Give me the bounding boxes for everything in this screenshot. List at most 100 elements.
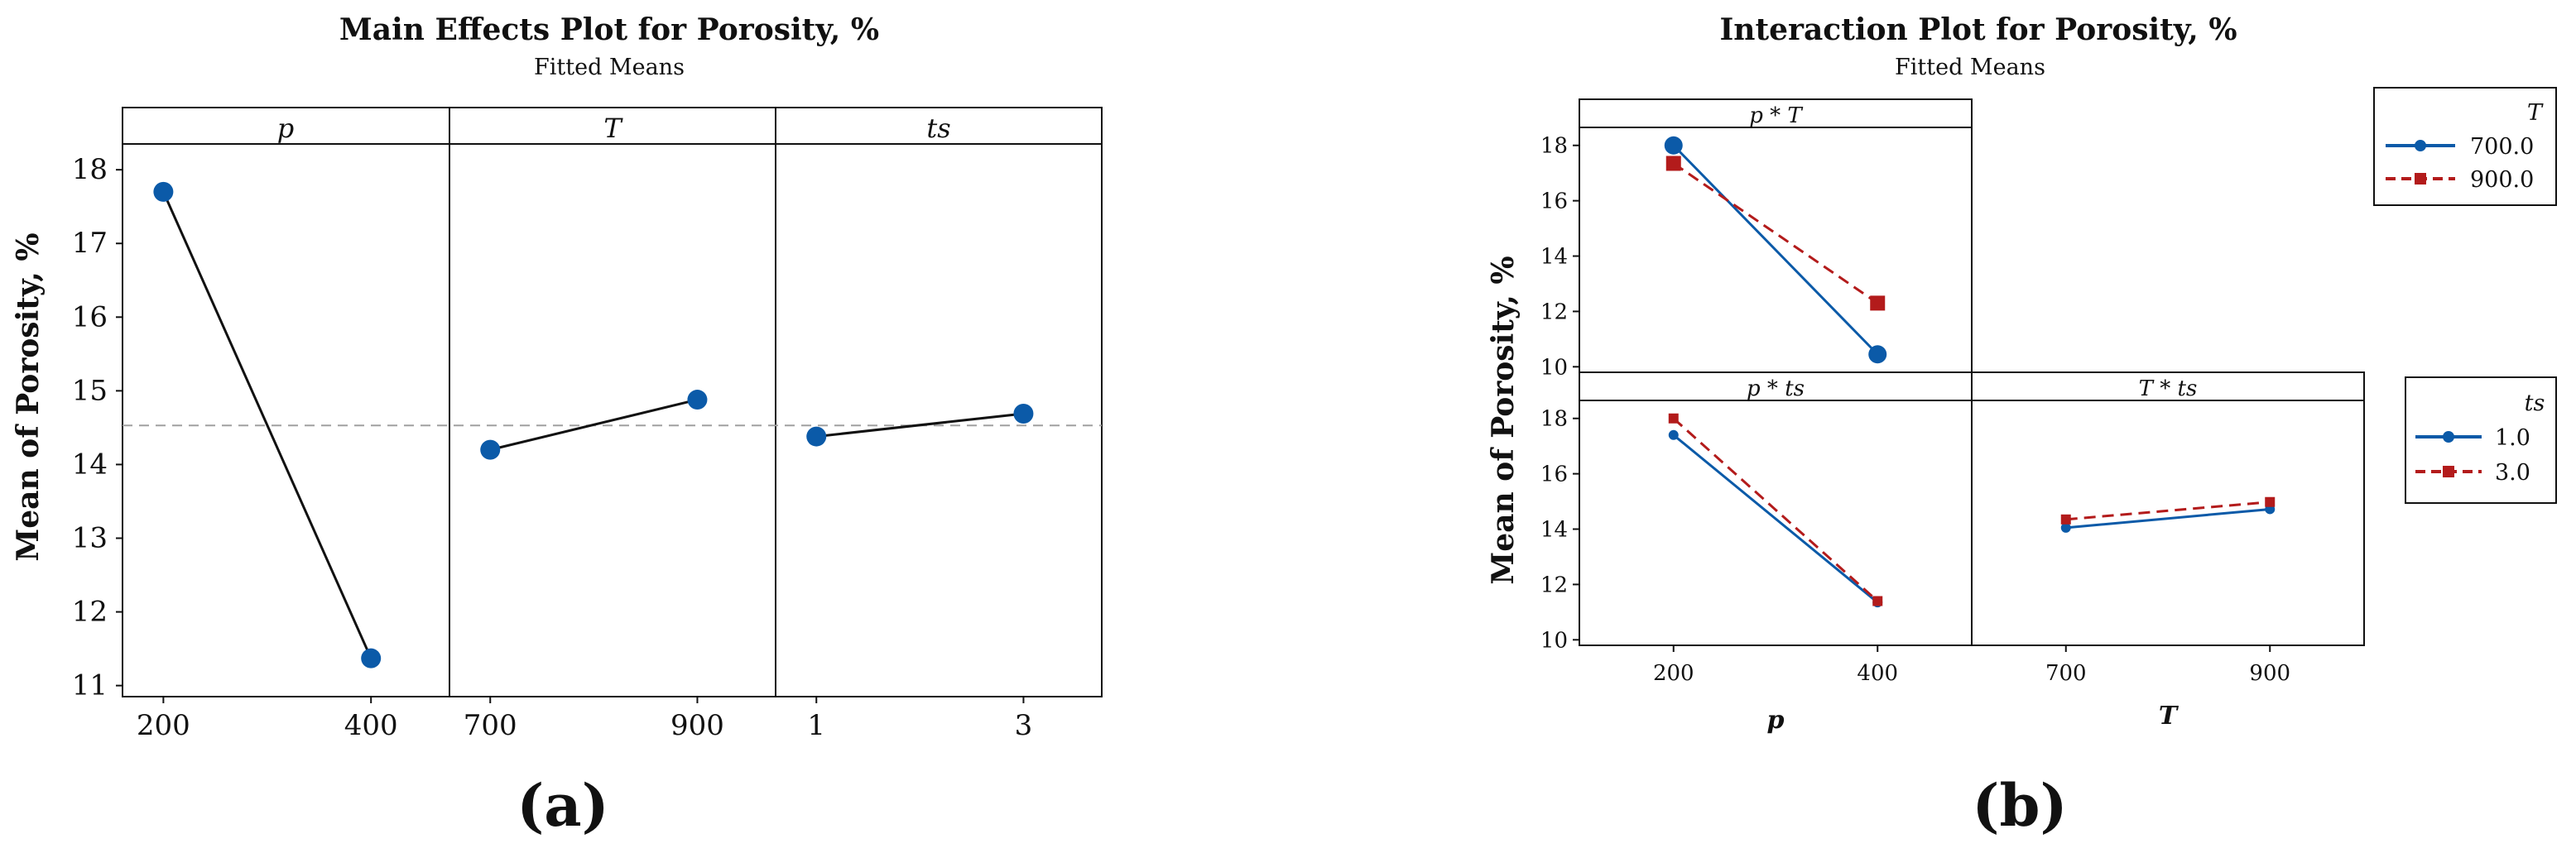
y-tick-label: 12: [72, 596, 108, 629]
interaction-line-2-2: [1672, 417, 1879, 602]
x-axis-label-T: T: [2159, 702, 2180, 731]
strip-label-T-ts: T * ts: [2139, 376, 2198, 401]
legend-T-entry-1: 700.0: [2470, 134, 2534, 160]
chart-b-title: Interaction Plot for Porosity, %: [1719, 12, 2237, 47]
interaction-point: [1665, 156, 1681, 171]
y-tick-label: 18: [1540, 407, 1568, 432]
y-tick-label: 12: [1540, 573, 1568, 597]
x-tick-label: 3: [1015, 709, 1033, 742]
interaction-point: [2060, 522, 2071, 533]
legend-ts: ts 1.0 3.0: [2405, 376, 2557, 504]
interaction-lines: [1672, 144, 2271, 604]
panel-b-pts: [1579, 400, 1973, 646]
strip-label-p: p: [277, 113, 294, 144]
legend-T: T 700.0 900.0: [2373, 87, 2557, 206]
interaction-line-1-1: [1672, 144, 1879, 356]
interaction-point: [1668, 413, 1679, 424]
strip-label-p-ts: p * ts: [1747, 376, 1805, 401]
y-tick-label: 18: [72, 153, 108, 186]
main-effects-chart: Main Effects Plot for Porosity, % Fitted…: [11, 12, 1103, 840]
legend-ts-title: ts: [2525, 391, 2545, 416]
strip-T: [449, 107, 776, 145]
strip-label-ts: ts: [926, 113, 950, 144]
main-effect-point-p: [153, 181, 174, 202]
y-tick-label: 12: [1540, 300, 1568, 324]
interaction-line-1-2: [1672, 162, 1879, 304]
interaction-point: [1664, 136, 1683, 155]
x-tick-label: 700: [464, 709, 517, 742]
legend-ts-box: [2405, 376, 2557, 504]
x-tick-label: 200: [137, 709, 190, 742]
x-axis-b: 200 400 700 900: [1653, 645, 2290, 686]
chart-b-ylabel: Mean of Porosity, %: [1486, 256, 1521, 584]
main-effect-point-ts: [806, 426, 827, 447]
legend-T-marker-2: [2415, 173, 2426, 184]
legend-ts-entry-1: 1.0: [2495, 425, 2530, 451]
x-axis-label-p: p: [1767, 706, 1785, 735]
interaction-point: [1870, 295, 1886, 311]
x-tick-label: 400: [1857, 661, 1898, 686]
legend-T-entry-2: 900.0: [2470, 167, 2534, 193]
y-tick-label: 10: [1540, 355, 1568, 380]
y-tick-label: 16: [1540, 189, 1568, 214]
strip-p: [122, 107, 450, 145]
main-effect-points: [153, 181, 1034, 669]
y-tick-label: 14: [1540, 518, 1568, 543]
legend-ts-marker-1: [2443, 431, 2454, 443]
main-effect-point-T: [687, 390, 708, 410]
interaction-line-3-2: [2065, 501, 2271, 521]
main-effect-point-ts: [1013, 403, 1034, 424]
y-tick-label: 10: [1540, 628, 1568, 653]
x-tick-label: 1: [807, 709, 825, 742]
chart-b-subtitle: Fitted Means: [1895, 55, 2045, 80]
panel-b-Tts: [1971, 400, 2365, 646]
interaction-points: [1664, 136, 2276, 608]
legend-ts-marker-2: [2443, 466, 2454, 477]
main-effect-point-T: [480, 439, 501, 460]
chart-a-title: Main Effects Plot for Porosity, %: [339, 12, 879, 47]
y-tick-label: 13: [72, 522, 108, 555]
main-effect-point-p: [361, 648, 382, 669]
y-tick-label: 14: [1540, 245, 1568, 270]
interaction-point: [1872, 596, 1883, 606]
x-tick-label: 700: [2045, 661, 2087, 686]
legend-ts-entry-2: 3.0: [2495, 460, 2530, 486]
chart-a-ylabel: Mean of Porosity, %: [11, 232, 46, 561]
y-tick-label: 14: [72, 448, 108, 481]
x-tick-label: 900: [670, 709, 724, 742]
chart-a-subtitle: Fitted Means: [534, 55, 685, 80]
y-tick-label: 16: [72, 300, 108, 333]
x-tick-label: 200: [1653, 661, 1694, 686]
panel-label-a: (a): [517, 771, 609, 840]
legend-T-title: T: [2527, 100, 2544, 126]
y-tick-label: 11: [72, 669, 108, 702]
main-effect-line-T: [489, 398, 698, 452]
x-axis-a: 200 400 700 900 1 3: [137, 697, 1032, 742]
x-tick-label: 900: [2249, 661, 2290, 686]
legend-T-marker-1: [2415, 140, 2426, 151]
interaction-point: [2060, 514, 2071, 525]
strip-label-p-T: p * T: [1749, 103, 1803, 128]
y-tick-label: 18: [1540, 134, 1568, 159]
interaction-point: [1868, 345, 1887, 364]
interaction-line-2-1: [1672, 434, 1879, 604]
main-effect-line-ts: [816, 412, 1024, 438]
y-tick-label: 17: [72, 227, 108, 260]
main-effect-lines: [162, 191, 1024, 659]
main-effect-line-p: [162, 191, 372, 659]
y-tick-label: 15: [72, 374, 108, 407]
interaction-point: [1668, 429, 1679, 440]
interaction-line-3-1: [2065, 507, 2271, 530]
x-tick-label: 400: [344, 709, 398, 742]
interaction-point: [2265, 496, 2276, 507]
panel-a-p: [122, 143, 450, 697]
strip-p-T: [1579, 98, 1973, 128]
y-tick-label: 16: [1540, 462, 1568, 487]
y-axis-a: 11 12 13 14 15 16 17 18: [72, 153, 123, 702]
panel-a-ts: [775, 143, 1103, 697]
interaction-chart: Interaction Plot for Porosity, % Fitted …: [1486, 12, 2557, 840]
strip-label-T: T: [603, 113, 623, 144]
panel-label-b: (b): [1972, 771, 2067, 840]
strip-p-ts: [1579, 371, 1973, 401]
